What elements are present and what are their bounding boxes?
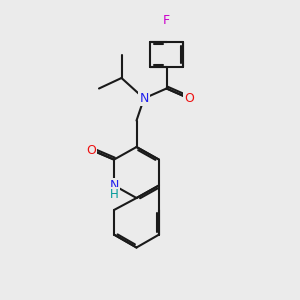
Text: O: O bbox=[184, 92, 194, 105]
Text: O: O bbox=[87, 143, 96, 157]
Text: N: N bbox=[139, 92, 149, 105]
Text: H: H bbox=[110, 188, 118, 201]
Text: N: N bbox=[109, 179, 119, 192]
Text: F: F bbox=[163, 14, 170, 28]
